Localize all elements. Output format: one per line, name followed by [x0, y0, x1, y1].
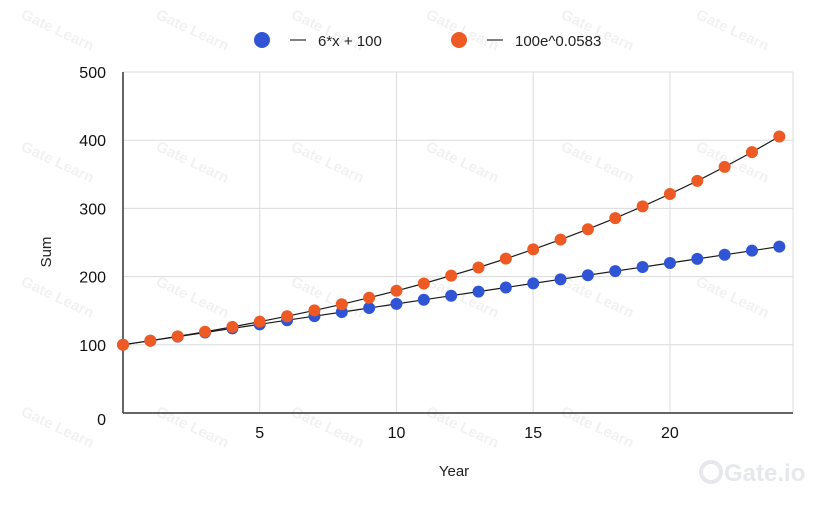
data-point-series-2	[527, 243, 540, 256]
data-point-series-2	[417, 277, 430, 290]
x-tick-label: 20	[661, 425, 679, 442]
data-point-series-1	[445, 289, 458, 302]
data-point-series-1	[363, 301, 376, 314]
data-point-series-2	[691, 174, 704, 187]
legend-label: 6*x + 100	[318, 33, 382, 50]
logo-ring-icon	[699, 460, 723, 484]
gate-io-logo: Gate.io	[699, 460, 805, 487]
data-point-series-2	[117, 338, 129, 351]
grid-lines	[123, 71, 794, 413]
watermark-text: Gate Learn	[153, 403, 231, 452]
watermark-text: Gate Learn	[18, 403, 96, 452]
x-axis-title: Year	[439, 463, 469, 480]
watermark-text: Gate Learn	[558, 403, 636, 452]
watermark-text: Gate Learn	[153, 138, 231, 187]
data-points	[117, 130, 786, 351]
data-point-series-2	[390, 284, 403, 297]
watermark-text: Gate Learn	[423, 138, 501, 187]
data-point-series-2	[745, 146, 758, 159]
watermark-text: Gate Learn	[423, 6, 501, 55]
data-point-series-1	[773, 240, 786, 253]
y-tick-labels: 0 100 200 300 400 500	[79, 65, 106, 429]
y-axis-title: Sum	[38, 237, 55, 268]
y-tick-label: 200	[79, 270, 106, 287]
data-point-series-1	[636, 261, 649, 274]
y-tick-label: 0	[97, 412, 106, 429]
data-point-series-2	[636, 200, 649, 213]
data-point-series-1	[472, 285, 485, 298]
y-tick-label: 300	[79, 201, 106, 218]
y-tick-label: 400	[79, 133, 106, 150]
data-point-series-2	[499, 252, 512, 265]
legend-label: 100e^0.0583	[515, 33, 601, 50]
watermark-text: Gate Learn	[558, 138, 636, 187]
watermark-text: Gate Learn	[288, 403, 366, 452]
data-point-series-2	[663, 188, 676, 201]
data-point-series-2	[226, 320, 239, 333]
data-point-series-2	[554, 233, 567, 246]
logo-text: Gate.io	[724, 460, 805, 487]
data-point-series-2	[472, 261, 485, 274]
watermark-text: Gate Learn	[153, 273, 231, 322]
watermark-text: Gate Learn	[693, 6, 771, 55]
axes	[122, 72, 793, 414]
data-point-series-1	[417, 293, 430, 306]
x-tick-label: 15	[524, 425, 542, 442]
data-point-series-2	[308, 304, 321, 317]
data-point-series-1	[718, 248, 731, 261]
watermark-text: Gate Learn	[153, 6, 231, 55]
data-point-series-2	[281, 310, 294, 323]
data-point-series-1	[527, 277, 540, 290]
data-point-series-2	[199, 325, 212, 338]
legend-marker-series-1	[254, 32, 270, 48]
data-point-series-2	[171, 330, 184, 343]
data-point-series-1	[499, 281, 512, 294]
data-point-series-1	[581, 269, 594, 282]
watermark-text: Gate Learn	[423, 403, 501, 452]
legend-marker-series-2	[451, 32, 467, 48]
data-point-series-1	[609, 265, 622, 278]
data-point-series-1	[691, 252, 704, 265]
data-point-series-2	[253, 315, 266, 328]
data-point-series-2	[718, 160, 731, 173]
y-tick-label: 100	[79, 338, 106, 355]
data-point-series-2	[609, 212, 622, 225]
x-tick-label: 10	[388, 425, 406, 442]
data-point-series-2	[335, 298, 348, 311]
data-point-series-2	[445, 269, 458, 282]
watermark-layer: Gate Learn Gate Learn Gate Learn Gate Learn…	[18, 6, 771, 452]
watermark-text: Gate Learn	[558, 273, 636, 322]
data-point-series-2	[581, 223, 594, 236]
watermark-text: Gate Learn	[18, 6, 96, 55]
data-point-series-1	[390, 297, 403, 310]
data-point-series-2	[144, 334, 157, 347]
y-tick-label: 500	[79, 65, 106, 82]
x-tick-label: 5	[255, 425, 264, 442]
watermark-text: Gate Learn	[693, 273, 771, 322]
data-point-series-1	[663, 256, 676, 269]
data-point-series-2	[773, 130, 786, 143]
x-tick-labels: 5 10 15 20	[255, 425, 679, 442]
watermark-text: Gate Learn	[288, 138, 366, 187]
legend: 6*x + 100 100e^0.0583	[254, 32, 601, 50]
data-point-series-2	[363, 291, 376, 304]
data-point-series-1	[745, 244, 758, 257]
data-point-series-1	[554, 273, 567, 286]
